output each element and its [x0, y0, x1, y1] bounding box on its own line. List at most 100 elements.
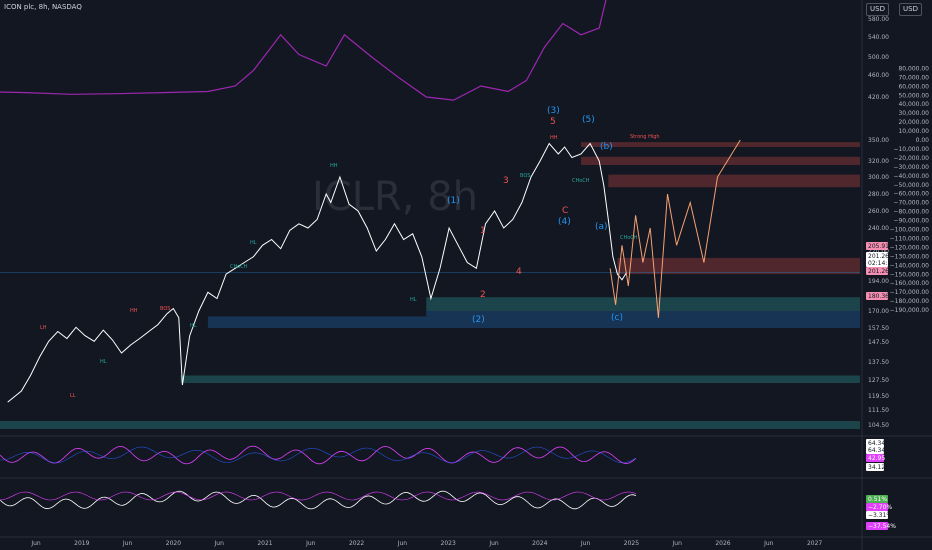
right-axis-tick: 50,000.00 — [898, 92, 929, 99]
wave-label: (c) — [611, 313, 623, 323]
oscillator1-tag: 34.12 — [868, 464, 885, 471]
secondary-tick-label: 420.00 — [868, 94, 889, 101]
bottom-zone — [0, 421, 860, 429]
right-axis-tick: −80,000.00 — [893, 209, 929, 216]
wave-label: C — [562, 206, 568, 216]
structure-label: HH — [130, 308, 138, 314]
price-tag-bg — [866, 259, 888, 267]
right-axis-tick: −90,000.00 — [893, 218, 929, 225]
support-zone-3 — [426, 311, 860, 317]
x-tick-label: 2022 — [349, 540, 364, 547]
structure-label: HL — [250, 240, 257, 246]
support-zone-4 — [180, 375, 861, 383]
oscillator2-signal-line — [0, 491, 637, 501]
wave-label: (a) — [595, 222, 608, 232]
price-tag: 02:14:52 — [868, 260, 895, 267]
oscillator1-signal-line — [0, 446, 637, 464]
oscillator2-tag: −37.54% — [868, 523, 896, 530]
right-axis-tick: −60,000.00 — [893, 191, 929, 198]
price-tick-label: 194.00 — [868, 278, 889, 285]
wave-label: (4) — [558, 217, 571, 227]
oscillator1-tag-bg — [866, 446, 884, 454]
secondary-tick-label: 540.00 — [868, 34, 889, 41]
oscillator1-tag-bg — [866, 454, 884, 462]
oscillator2-tag-bg — [866, 522, 888, 530]
resistance-zone-1 — [581, 142, 860, 147]
price-tick-label: 260.00 — [868, 208, 889, 215]
x-tick-label: Jun — [305, 540, 316, 547]
right-axis-tick: −190,000.00 — [890, 307, 930, 314]
x-tick-label: Jun — [672, 540, 683, 547]
price-tick-label: 300.00 — [868, 174, 889, 181]
right-axis-tick: −100,000.00 — [890, 227, 930, 234]
x-tick-label: Jun — [122, 540, 133, 547]
projection-series-line — [609, 139, 741, 318]
x-tick-label: 2020 — [166, 540, 181, 547]
x-tick-label: Jun — [30, 540, 41, 547]
oscillator1-tag: 64.34 — [868, 447, 885, 454]
x-tick-label: Jun — [214, 540, 225, 547]
right-axis-tick: −20,000.00 — [893, 155, 929, 162]
price-tick-label: 137.50 — [868, 359, 889, 366]
wave-label: (b) — [600, 142, 613, 152]
resistance-zone-4 — [617, 257, 860, 275]
x-tick-label: Jun — [397, 540, 408, 547]
price-tick-label: 157.50 — [868, 325, 889, 332]
symbol-title: ICON plc, 8h, NASDAQ — [4, 3, 82, 11]
right-axis-tick: 40,000.00 — [898, 101, 929, 108]
oscillator2-tag: −3.31% — [868, 512, 892, 519]
price-series-line — [7, 142, 627, 403]
overlay-series-line — [0, 0, 607, 101]
oscillator2-line — [0, 490, 637, 510]
right-axis-tick: −180,000.00 — [890, 298, 930, 305]
wave-label: 2 — [480, 290, 486, 300]
oscillator1-tag: 64.34 — [868, 440, 885, 447]
wave-label: (2) — [472, 315, 485, 325]
price-tag: 205.91 — [868, 243, 889, 250]
right-axis-tick: −40,000.00 — [893, 173, 929, 180]
price-tag: 201.26 — [868, 268, 889, 275]
right-axis-tick: −30,000.00 — [893, 164, 929, 171]
structure-label: HL — [410, 297, 417, 303]
price-tick-label: 320.00 — [868, 158, 889, 165]
secondary-tick-label: 460.00 — [868, 72, 889, 79]
right-axis-tick: 0.00 — [916, 137, 930, 144]
resistance-zone-2 — [581, 156, 860, 165]
right-axis-tick: 80,000.00 — [898, 65, 929, 72]
x-tick-label: 2024 — [532, 540, 547, 547]
x-tick-label: 2019 — [74, 540, 89, 547]
structure-label: HL — [190, 323, 197, 329]
right-axis-tick: −120,000.00 — [890, 244, 930, 251]
oscillator2-tag-bg — [866, 503, 888, 511]
oscillator1-tag-bg — [866, 463, 884, 471]
structure-label: HL — [100, 359, 107, 365]
wave-label: 1 — [480, 226, 486, 236]
price-tick-label: 147.50 — [868, 339, 889, 346]
right-axis-tick: 30,000.00 — [898, 110, 929, 117]
wave-label: (5) — [582, 115, 595, 125]
price-tag: 201.26 — [868, 253, 889, 260]
wave-label: 3 — [503, 176, 509, 186]
currency-selector-secondary[interactable]: USD — [899, 3, 922, 16]
x-tick-label: 2026 — [715, 540, 730, 547]
structure-label: BOS — [520, 173, 530, 179]
currency-selector[interactable]: USD — [866, 3, 889, 16]
price-tick-label: 111.50 — [868, 407, 889, 414]
structure-label: CHoCH — [620, 235, 638, 241]
right-axis-tick: 20,000.00 — [898, 119, 929, 126]
oscillator2-tag-bg — [866, 495, 888, 503]
price-tag-bg — [866, 242, 888, 250]
right-axis-tick: −140,000.00 — [890, 262, 930, 269]
symbol-watermark: ICLR, 8h — [312, 174, 478, 220]
wave-label: (1) — [447, 196, 460, 206]
structure-label: HH — [550, 135, 558, 141]
oscillator2-tag-bg — [866, 511, 888, 519]
right-axis-tick: −70,000.00 — [893, 200, 929, 207]
right-axis-tick: 70,000.00 — [898, 74, 929, 81]
structure-label: Strong High — [630, 134, 660, 140]
x-tick-label: 2025 — [624, 540, 639, 547]
right-axis-tick: 60,000.00 — [898, 83, 929, 90]
right-axis-tick: −160,000.00 — [890, 280, 930, 287]
x-tick-label: Jun — [580, 540, 591, 547]
